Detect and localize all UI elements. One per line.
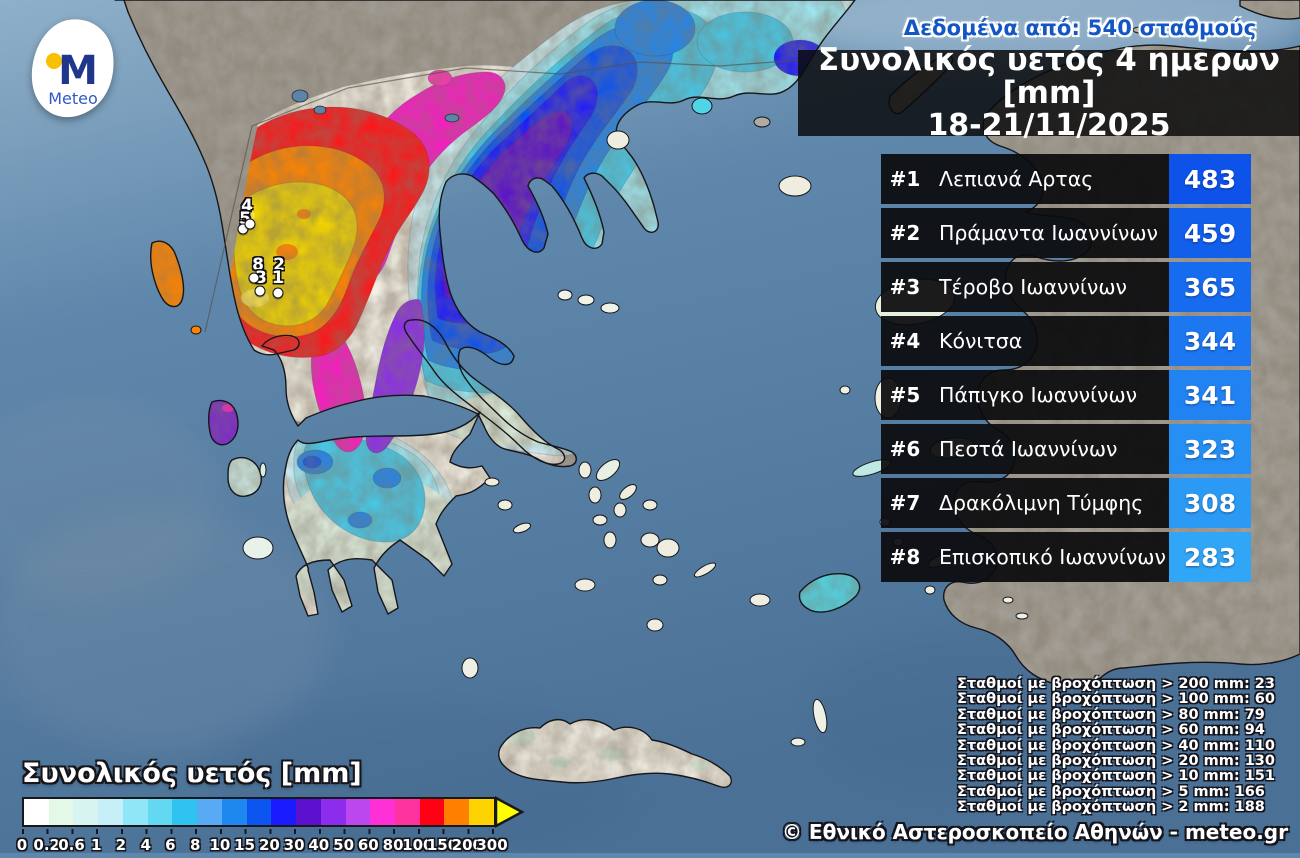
meteo-logo: M Meteo	[31, 19, 114, 118]
station-value: 344	[1169, 316, 1251, 366]
table-row: #8 Επισκοπικό Ιωαννίνων 283	[881, 532, 1251, 582]
station-ranking-table: #1 Λεπιανά Αρτας 483 #2 Πράμαντα Ιωαννίνων…	[881, 154, 1251, 586]
station-marker: 5	[239, 209, 251, 229]
station-value: 341	[1169, 370, 1251, 420]
legend-color-bar	[22, 797, 496, 827]
table-row: #6 Πεστά Ιωαννίνων 323	[881, 424, 1251, 474]
rank-label: #1	[889, 167, 921, 191]
table-row: #4 Κόνιτσα 344	[881, 316, 1251, 366]
rank-label: #4	[889, 329, 921, 353]
station-value: 308	[1169, 478, 1251, 528]
stats-line: Σταθμοί με βροχόπτωση > 40 mm: 110	[957, 737, 1275, 754]
legend-tick-labels: 0 0.2 0.6 1 2 4 6 8 10 15 20 30 40 50 60…	[16, 836, 508, 854]
station-name: Πάπιγκο Ιωαννίνων	[939, 383, 1138, 407]
rank-label: #5	[889, 383, 921, 407]
map-date-range: 18-21/11/2025	[927, 108, 1171, 144]
stats-line: Σταθμοί με βροχόπτωση > 5 mm: 166	[957, 783, 1265, 800]
stats-line: Σταθμοί με βροχόπτωση > 20 mm: 130	[957, 753, 1275, 770]
rank-label: #8	[889, 545, 921, 569]
station-value: 283	[1169, 532, 1251, 582]
station-dot	[272, 287, 284, 299]
color-scale-legend: Συνολικός υετός [mm] 0	[14, 758, 594, 858]
station-marker: 3	[255, 268, 267, 288]
stats-line: Σταθμοί με βροχόπτωση > 10 mm: 151	[957, 768, 1275, 785]
stats-line: Σταθμοί με βροχόπτωση > 200 mm: 23	[957, 676, 1275, 692]
station-dot	[254, 285, 266, 297]
data-source-badge: Δεδομένα από: 540 σταθμούς	[903, 16, 1257, 40]
rank-label: #2	[889, 221, 921, 245]
table-row: #7 Δρακόλιμνη Τύμφης 308	[881, 478, 1251, 528]
station-count-stats: Σταθμοί με βροχόπτωση > 200 mm: 23 Σταθμ…	[957, 676, 1275, 816]
station-marker: 1	[272, 268, 284, 288]
table-row: #1 Λεπιανά Αρτας 483	[881, 154, 1251, 204]
logo-blob	[31, 19, 114, 118]
station-value: 459	[1169, 208, 1251, 258]
logo-letter: M	[58, 48, 98, 94]
table-row: #3 Τέροβο Ιωαννίνων 365	[881, 262, 1251, 312]
station-dot	[248, 272, 260, 284]
map-title: Συνολικός υετός 4 ημερών [mm]	[818, 42, 1280, 111]
legend-arrow	[495, 796, 525, 828]
station-name: Κόνιτσα	[939, 329, 1023, 353]
legend-title: Συνολικός υετός [mm]	[22, 758, 362, 789]
station-name: Πεστά Ιωαννίνων	[939, 437, 1118, 461]
greece-border-line	[204, 59, 801, 333]
station-name: Λεπιανά Αρτας	[939, 167, 1094, 191]
stats-line: Σταθμοί με βροχόπτωση > 2 mm: 188	[957, 799, 1265, 816]
station-name: Επισκοπικό Ιωαννίνων	[939, 545, 1166, 569]
rank-label: #6	[889, 437, 921, 461]
station-marker: 4	[241, 196, 253, 216]
station-marker: 8	[252, 255, 264, 275]
stats-line: Σταθμοί με βροχόπτωση > 80 mm: 79	[957, 706, 1265, 723]
table-row: #5 Πάπιγκο Ιωαννίνων 341	[881, 370, 1251, 420]
logo-dot	[46, 53, 62, 69]
station-marker: 2	[273, 255, 285, 275]
rank-label: #7	[889, 491, 921, 515]
legend-ticks	[22, 829, 496, 834]
station-name: Τέροβο Ιωαννίνων	[939, 275, 1127, 299]
table-row: #2 Πράμαντα Ιωαννίνων 459	[881, 208, 1251, 258]
lakes	[291, 89, 460, 123]
station-value: 323	[1169, 424, 1251, 474]
title-block: Συνολικός υετός 4 ημερών [mm] 18-21/11/2…	[798, 44, 1300, 141]
station-value: 483	[1169, 154, 1251, 204]
logo-text: Meteo	[48, 89, 98, 108]
station-name: Πράμαντα Ιωαννίνων	[939, 221, 1158, 245]
stats-line: Σταθμοί με βροχόπτωση > 100 mm: 60	[957, 691, 1275, 708]
rank-label: #3	[889, 275, 921, 299]
station-dot	[244, 218, 256, 230]
stats-line: Σταθμοί με βροχόπτωση > 60 mm: 94	[957, 722, 1265, 739]
station-value: 365	[1169, 262, 1251, 312]
copyright-notice: © Εθνικό Αστεροσκοπείο Αθηνών - meteo.gr	[781, 820, 1288, 844]
station-name: Δρακόλιμνη Τύμφης	[939, 491, 1144, 515]
